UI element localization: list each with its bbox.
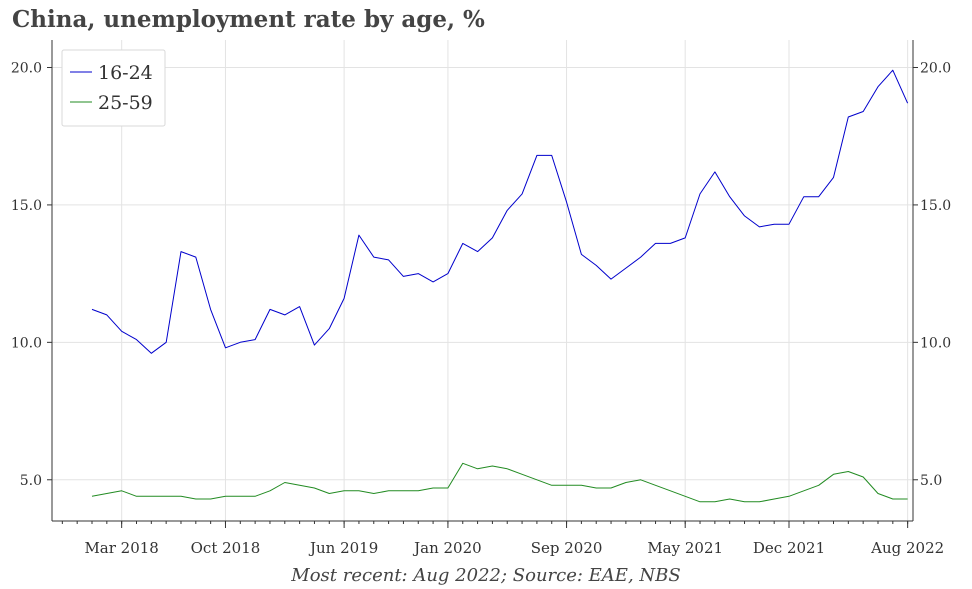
- legend-label: 25-59: [98, 92, 153, 114]
- y-tick-label: 5.0: [20, 473, 42, 489]
- chart-title: China, unemployment rate by age, %: [12, 6, 485, 33]
- x-tick-label: Jan 2020: [412, 539, 482, 557]
- y-tick-label: 15.0: [920, 198, 951, 214]
- series-line-25-59: [91, 462, 908, 503]
- axes: [51, 40, 914, 522]
- x-tick-label: Mar 2018: [84, 539, 158, 557]
- y-axis-right: 5.0 10.0 15.0 20.0: [913, 60, 951, 489]
- legend-label: 16-24: [98, 62, 153, 84]
- x-tick-label: Oct 2018: [191, 539, 261, 557]
- legend: 16-24 25-59: [61, 49, 166, 127]
- x-tick-label: Sep 2020: [531, 539, 603, 557]
- source-note: Most recent: Aug 2022; Source: EAE, NBS: [291, 565, 681, 586]
- x-tick-label: Dec 2021: [753, 539, 825, 557]
- x-tick-label: Jun 2019: [308, 539, 378, 557]
- y-tick-label: 20.0: [920, 60, 951, 76]
- legend-box: [61, 49, 166, 127]
- y-tick-label: 5.0: [920, 473, 942, 489]
- y-tick-label: 15.0: [11, 198, 42, 214]
- y-tick-label: 10.0: [11, 335, 42, 351]
- y-tick-label: 20.0: [11, 60, 42, 76]
- y-axis-left: 5.0 10.0 15.0 20.0: [11, 60, 52, 489]
- series-lines: [91, 69, 909, 503]
- series-line-16-24: [91, 69, 909, 354]
- y-gridlines: [52, 66, 913, 481]
- x-gridlines: [121, 40, 909, 521]
- x-tick-label: Aug 2022: [870, 539, 944, 557]
- x-tick-label: May 2021: [647, 539, 723, 557]
- y-tick-label: 10.0: [920, 335, 951, 351]
- x-axis-ticks: Mar 2018 Oct 2018 Jun 2019 Jan 2020 Sep 2020…: [61, 521, 944, 557]
